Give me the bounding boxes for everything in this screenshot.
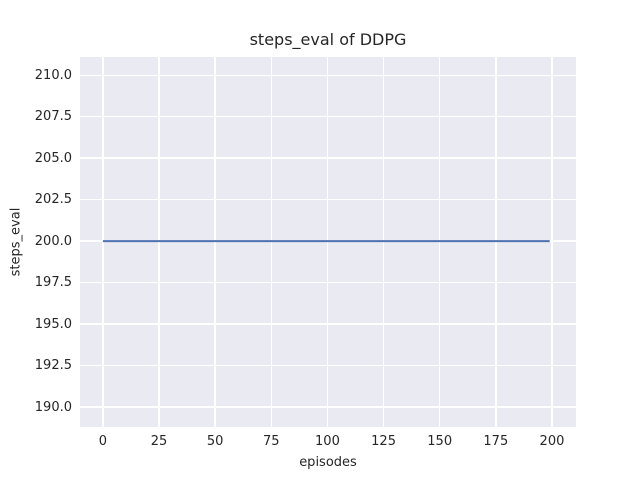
y-tick-label: 210.0 [34,67,72,83]
x-tick-label: 150 [427,434,453,449]
y-tick-label: 190.0 [34,399,72,415]
x-tick-label: 50 [206,434,224,449]
gridline-y [80,323,576,325]
gridline-y [80,198,576,201]
gridline-y [80,364,576,367]
y-tick-label: 202.5 [34,192,72,208]
y-tick-label: 197.5 [34,275,72,291]
y-tick-label: 207.5 [34,109,72,125]
y-tick-label: 205.0 [34,150,72,166]
gridline-y [80,115,576,118]
gridline-y [80,406,576,408]
gridline-y [80,74,576,76]
x-tick-label: 25 [150,434,168,449]
gridline-y [80,281,576,284]
gridline-x [551,57,553,427]
x-tick-label: 125 [371,434,396,449]
y-tick-label: 192.5 [34,358,72,374]
x-axis-label: episodes [299,455,357,470]
gridline-x [102,57,104,427]
x-tick-label: 0 [98,434,108,449]
x-tick-label: 100 [315,434,340,449]
series-plot [102,240,550,243]
x-tick-label: 200 [539,434,565,449]
x-tick-label: 175 [483,434,509,449]
y-tick-label: 195.0 [34,316,72,332]
y-tick-label: 200.0 [34,233,72,249]
plot-area [80,57,576,427]
x-tick-label: 75 [263,434,280,449]
gridline-y [80,157,576,159]
chart-title: steps_eval of DDPG [249,30,407,49]
